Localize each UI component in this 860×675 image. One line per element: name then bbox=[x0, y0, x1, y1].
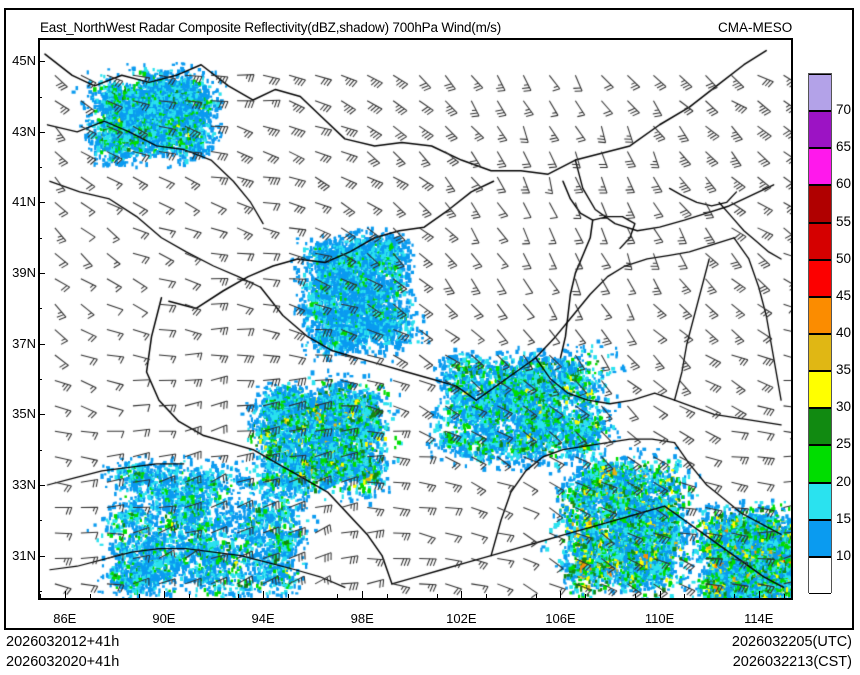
colorbar-band-10 bbox=[809, 519, 831, 557]
colorbar-band-60 bbox=[809, 148, 831, 186]
xtick-label-98E: 98E bbox=[350, 611, 374, 626]
latitude-axis: 45N 43N 41N 39N 37N 35N 33N 31N bbox=[0, 38, 36, 600]
footer-valid-time-utc: 2026032205(UTC) bbox=[731, 634, 852, 650]
footer-valid-time-cst: 2026032213(CST) bbox=[732, 654, 852, 670]
xtick-label-110E: 110E bbox=[644, 611, 675, 626]
colorbar-tick-60: 60 bbox=[836, 176, 852, 192]
colorbar-band-30 bbox=[809, 371, 831, 409]
xtick-label-90E: 90E bbox=[152, 611, 176, 626]
colorbar-band-70 bbox=[809, 74, 831, 112]
reflectivity-colorbar[interactable] bbox=[808, 73, 832, 594]
map-plot-area[interactable] bbox=[38, 38, 793, 600]
colorbar-band-40 bbox=[809, 296, 831, 334]
colorbar-tick-40: 40 bbox=[836, 325, 852, 340]
colorbar-tick-15: 15 bbox=[836, 510, 852, 526]
ytick-label-35N: 35N bbox=[12, 406, 36, 422]
colorbar-tick-10: 10 bbox=[836, 547, 852, 563]
xtick-label-94E: 94E bbox=[251, 611, 275, 626]
colorbar-tick-70: 70 bbox=[836, 102, 852, 118]
colorbar-tick-45: 45 bbox=[836, 287, 852, 303]
footer-init-time-utc: 2026032012+41h bbox=[6, 634, 120, 650]
colorbar-tick-30: 30 bbox=[836, 399, 852, 415]
footer: 2026032012+41h 2026032020+41h 2026032205… bbox=[0, 634, 860, 675]
model-label: CMA-MESO bbox=[718, 20, 793, 35]
colorbar-tick-50: 50 bbox=[836, 250, 852, 266]
colorbar-band-35 bbox=[809, 334, 831, 372]
colorbar-tick-20: 20 bbox=[836, 473, 852, 489]
colorbar-band-45 bbox=[809, 259, 831, 297]
xtick-label-114E: 114E bbox=[744, 611, 774, 626]
colorbar-band-50 bbox=[809, 222, 831, 260]
colorbar-tick-65: 65 bbox=[836, 139, 852, 155]
colorbar-band-25 bbox=[809, 408, 831, 446]
ytick-label-31N: 31N bbox=[12, 547, 36, 563]
figure-border bbox=[4, 8, 854, 630]
colorbar-band-15 bbox=[809, 482, 831, 520]
colorbar-tick-35: 35 bbox=[836, 362, 852, 378]
page-title: East_NorthWest Radar Composite Reflectiv… bbox=[40, 20, 502, 35]
ytick-label-37N: 37N bbox=[12, 335, 36, 351]
colorbar-tick-25: 25 bbox=[836, 436, 852, 452]
xtick-label-86E: 86E bbox=[53, 611, 77, 626]
colorbar-band-20 bbox=[809, 445, 831, 483]
map-canvas bbox=[40, 40, 791, 598]
ytick-label-41N: 41N bbox=[12, 194, 36, 210]
longitude-axis: 86E 90E 94E 98E 102E 106E 110E 114E bbox=[38, 602, 795, 628]
colorbar-tick-55: 55 bbox=[836, 213, 852, 229]
colorbar-band-55 bbox=[809, 185, 831, 223]
ytick-label-39N: 39N bbox=[12, 265, 36, 281]
colorbar-band-65 bbox=[809, 111, 831, 149]
colorbar-band-base bbox=[809, 556, 831, 594]
ytick-label-33N: 33N bbox=[12, 476, 36, 492]
ytick-label-45N: 45N bbox=[12, 53, 36, 69]
footer-init-time-cst: 2026032020+41h bbox=[6, 654, 120, 670]
xtick-label-106E: 106E bbox=[545, 611, 576, 626]
ytick-label-43N: 43N bbox=[12, 123, 36, 139]
xtick-label-102E: 102E bbox=[446, 611, 477, 626]
